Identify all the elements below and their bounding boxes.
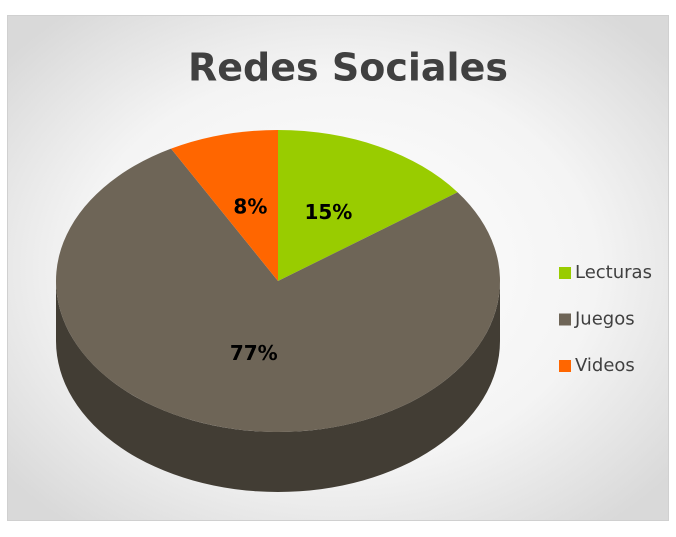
data-label: 8% — [233, 194, 267, 218]
legend-label: Videos — [575, 355, 635, 376]
legend-label: Juegos — [574, 309, 635, 330]
legend-swatch — [559, 313, 571, 326]
pie-slice — [56, 148, 501, 433]
pie-slice — [278, 130, 458, 281]
legend-swatch — [559, 267, 571, 279]
data-label: 15% — [304, 200, 352, 224]
pie: 15% 77% 8% — [56, 130, 501, 492]
legend-label: Lecturas — [575, 262, 652, 283]
chart-title: Redes Sociales — [188, 46, 508, 90]
legend-swatch — [559, 360, 571, 372]
data-label: 77% — [230, 341, 278, 365]
pie-slice — [171, 130, 278, 281]
pie-slice-side — [56, 281, 500, 492]
legend: Lecturas Juegos Videos — [559, 262, 652, 376]
